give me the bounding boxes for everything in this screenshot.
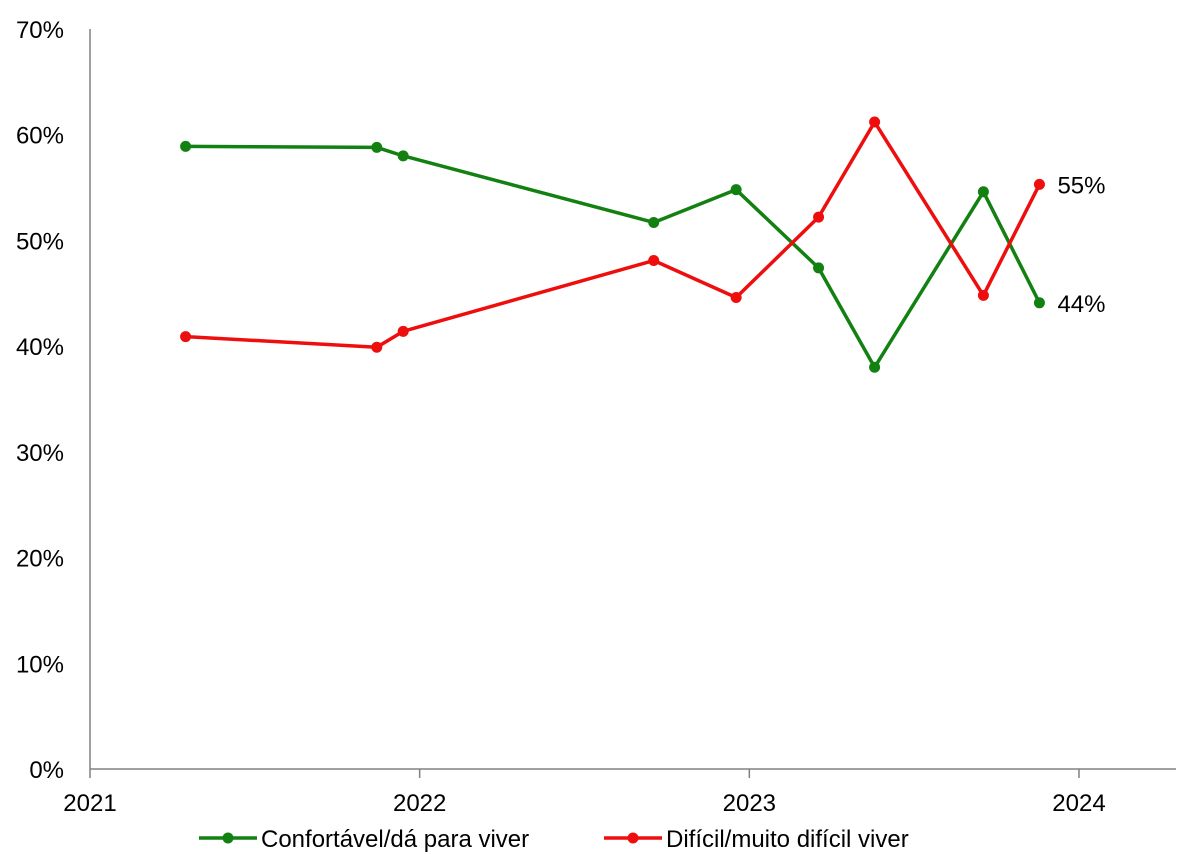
legend-swatch-marker: [627, 832, 639, 844]
x-axis-ticks: 2021 2022 2023 2024: [63, 769, 1106, 817]
data-point: [371, 341, 383, 353]
y-tick-label: 60%: [16, 123, 64, 150]
data-point: [648, 216, 660, 228]
y-tick-label: 30%: [16, 440, 64, 467]
chart-axes: [89, 29, 1176, 770]
data-point: [813, 262, 825, 274]
data-point: [397, 325, 409, 337]
data-point: [648, 255, 660, 267]
data-point: [730, 292, 742, 304]
data-point: [1033, 178, 1045, 190]
legend-label: Confortável/dá para viver: [261, 826, 529, 853]
series-2: [180, 116, 1045, 353]
chart-series: [180, 116, 1045, 373]
series-1: [180, 140, 1045, 373]
data-point: [977, 186, 989, 198]
y-tick-label: 20%: [16, 546, 64, 573]
end-label: 44%: [1057, 291, 1105, 318]
data-point: [371, 141, 383, 153]
data-point: [869, 116, 881, 128]
x-tick-label: 2023: [723, 790, 776, 817]
series-line: [185, 120, 1042, 349]
legend-swatch-marker: [222, 832, 234, 844]
data-point: [397, 150, 409, 162]
legend-item-1: Confortável/dá para viver: [199, 826, 529, 853]
y-tick-label: 40%: [16, 334, 64, 361]
data-point: [869, 361, 881, 373]
data-point: [1033, 297, 1045, 309]
data-point: [813, 211, 825, 223]
y-axis-ticks: 0% 10% 20% 30% 40% 50% 60% 70%: [16, 17, 64, 784]
legend-label: Difícil/muito difícil viver: [666, 826, 909, 853]
data-point: [180, 140, 192, 152]
x-tick-label: 2022: [393, 790, 446, 817]
end-label: 55%: [1057, 172, 1105, 199]
y-tick-label: 10%: [16, 651, 64, 678]
x-tick-label: 2024: [1052, 790, 1105, 817]
data-point: [180, 331, 192, 343]
end-labels: 44% 55%: [1057, 172, 1105, 317]
x-tick-label: 2021: [63, 790, 116, 817]
data-point: [977, 289, 989, 301]
y-tick-label: 0%: [29, 757, 64, 784]
chart-legend: Confortável/dá para viver Difícil/muito d…: [199, 826, 909, 853]
data-point: [730, 184, 742, 196]
y-tick-label: 50%: [16, 228, 64, 255]
y-tick-label: 70%: [16, 17, 64, 44]
legend-item-2: Difícil/muito difícil viver: [604, 826, 909, 853]
